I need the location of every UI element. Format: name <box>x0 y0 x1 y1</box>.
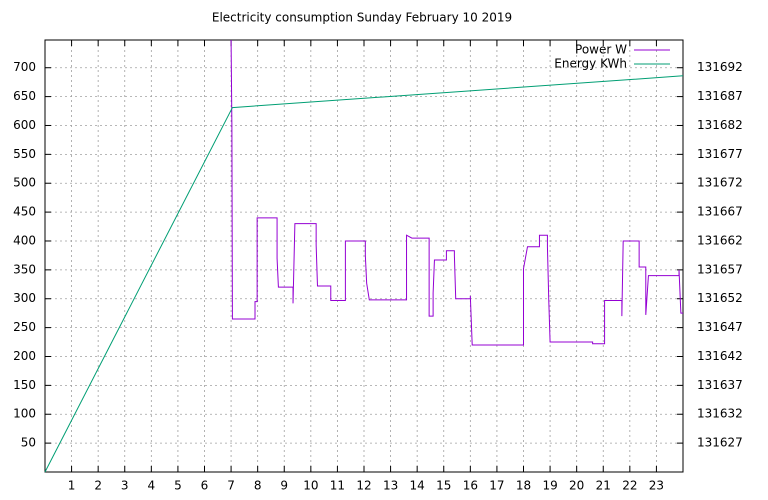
x-tick-label: 23 <box>649 479 664 493</box>
x-tick-label: 20 <box>569 479 584 493</box>
y-tick-label: 500 <box>13 176 36 190</box>
x-tick-label: 7 <box>227 479 235 493</box>
y2-tick-label: 131647 <box>697 320 743 334</box>
y2-tick-label: 131637 <box>697 378 743 392</box>
y2-tick-label: 131672 <box>697 176 743 190</box>
y-tick-label: 600 <box>13 118 36 132</box>
y-tick-label: 350 <box>13 262 36 276</box>
y-tick-label: 700 <box>13 60 36 74</box>
x-tick-label: 8 <box>254 479 262 493</box>
plot-border <box>44 39 684 473</box>
y-tick-label: 550 <box>13 147 36 161</box>
x-tick-label: 12 <box>356 479 371 493</box>
y-tick-label: 150 <box>13 378 36 392</box>
y2-tick-label: 131632 <box>697 407 743 421</box>
y2-tick-label: 131627 <box>697 436 743 450</box>
x-tick-label: 2 <box>94 479 102 493</box>
x-tick-label: 17 <box>489 479 504 493</box>
x-tick-label: 21 <box>596 479 611 493</box>
x-tick-label: 14 <box>410 479 425 493</box>
y-tick-label: 650 <box>13 89 36 103</box>
y2-tick-label: 131677 <box>697 147 743 161</box>
x-tick-label: 4 <box>148 479 156 493</box>
y2-tick-label: 131657 <box>697 262 743 276</box>
legend-label: Energy KWh <box>554 57 627 71</box>
y2-tick-label: 131667 <box>697 205 743 219</box>
x-tick-label: 9 <box>280 479 288 493</box>
y2-tick-label: 131692 <box>697 60 743 74</box>
y2-tick-label: 131652 <box>697 291 743 305</box>
x-tick-label: 10 <box>303 479 318 493</box>
x-tick-label: 6 <box>201 479 209 493</box>
y-tick-label: 400 <box>13 233 36 247</box>
y-tick-label: 200 <box>13 349 36 363</box>
legend-label: Power W <box>575 43 627 57</box>
y-tick-label: 100 <box>13 407 36 421</box>
y-tick-label: 50 <box>21 436 36 450</box>
x-tick-label: 19 <box>542 479 557 493</box>
y2-tick-label: 131682 <box>697 118 743 132</box>
x-tick-label: 13 <box>383 479 398 493</box>
y2-tick-label: 131662 <box>697 233 743 247</box>
y2-tick-label: 131642 <box>697 349 743 363</box>
chart-title: Electricity consumption Sunday February … <box>212 11 512 25</box>
x-tick-label: 11 <box>330 479 345 493</box>
x-tick-label: 18 <box>516 479 531 493</box>
y2-tick-label: 131687 <box>697 89 743 103</box>
x-tick-label: 1 <box>68 479 76 493</box>
x-tick-label: 5 <box>174 479 182 493</box>
series-line <box>230 39 683 346</box>
series-line <box>44 75 684 473</box>
x-tick-label: 22 <box>622 479 637 493</box>
x-tick-label: 3 <box>121 479 129 493</box>
y-tick-label: 250 <box>13 320 36 334</box>
x-tick-label: 15 <box>436 479 451 493</box>
x-tick-label: 16 <box>463 479 478 493</box>
y-tick-label: 300 <box>13 291 36 305</box>
y-tick-label: 450 <box>13 205 36 219</box>
